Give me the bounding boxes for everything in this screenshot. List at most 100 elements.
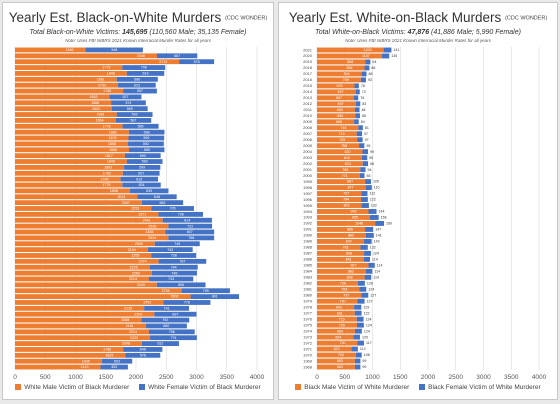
bar-segment-blue (120, 176, 159, 182)
bar-segment-orange (15, 59, 180, 65)
data-label-blue: 741 (164, 306, 170, 310)
data-label-blue: 114 (374, 269, 380, 273)
y-category-label: 1974 (303, 328, 313, 333)
data-label-orange: 669 (336, 305, 342, 309)
bar-segment-orange (317, 149, 363, 155)
bar-segment-blue (375, 221, 385, 226)
data-label-orange: 715 (339, 317, 345, 321)
data-label-orange: 866 (347, 228, 353, 232)
data-label-blue: 736 (178, 213, 184, 217)
data-label-orange: 1825 (105, 353, 113, 357)
data-label-blue: 114 (372, 257, 378, 261)
bar-segment-orange (317, 89, 356, 95)
data-label-orange: 1783 (103, 171, 111, 175)
legend-item: White Male Victim of Black Murderer (15, 384, 129, 391)
y-category-label: 2005 (303, 143, 313, 148)
data-label-orange: 1882 (109, 130, 117, 134)
bar-segment-blue (360, 167, 366, 173)
data-label-orange: 2346 (137, 54, 145, 58)
data-label-orange: 1413 (80, 365, 88, 369)
y-category-label: 2012 (303, 101, 313, 106)
y-category-label: 1979 (303, 298, 313, 303)
data-label-blue: 97 (365, 138, 369, 142)
data-label-blue: 127 (367, 299, 373, 303)
data-label-blue: 756 (169, 330, 175, 334)
bar-segment-orange (15, 311, 155, 317)
x-tick-label: 0 (13, 374, 17, 381)
bar-segment-orange (15, 159, 127, 164)
bar-segment-orange (317, 268, 366, 274)
y-category-label: 2021 (303, 47, 313, 52)
chart-subtitle: Total White-on-Black Victims: 47,876 (41… (315, 29, 521, 36)
bar-segment-blue (359, 286, 367, 292)
bar-segment-orange (15, 241, 155, 247)
bar-segment-blue (123, 347, 163, 352)
data-label-blue: 590 (140, 154, 146, 158)
data-label-orange: 720 (339, 323, 345, 327)
bar-segment-orange (317, 155, 362, 161)
bar-segment-orange (317, 131, 357, 137)
bar-segment-orange (15, 276, 149, 282)
x-tick-label: 3000 (189, 374, 204, 381)
data-label-blue: 85 (367, 174, 371, 178)
x-tick-label: 3500 (220, 374, 235, 381)
data-label-orange: 803 (344, 204, 350, 208)
bar-segment-blue (116, 112, 153, 117)
bar-segment-orange (15, 300, 164, 305)
data-label-orange: 2303 (134, 312, 142, 316)
bar-segment-orange (15, 182, 123, 188)
bar-segment-orange (317, 161, 363, 167)
data-label-blue: 85 (362, 114, 366, 118)
y-category-label: 1997 (303, 191, 313, 196)
data-label-orange: 841 (346, 257, 352, 261)
bar-segment-orange (317, 316, 357, 322)
bar-segment-orange (317, 250, 365, 256)
bar-segment-blue (360, 244, 368, 250)
data-label-orange: 1775 (102, 183, 110, 187)
bar-segment-orange (317, 53, 382, 59)
bar-segment-blue (364, 65, 370, 71)
data-label-orange: 927 (350, 263, 356, 267)
bar-segment-blue (109, 94, 142, 100)
bar-segment-blue (364, 274, 372, 280)
bar-segment-orange (15, 164, 125, 170)
data-label-blue: 124 (366, 317, 372, 321)
data-label-orange: 2371 (138, 213, 146, 217)
bar-segment-blue (361, 71, 367, 77)
bar-segment-orange (15, 106, 112, 112)
data-label-orange: 1435 (82, 359, 90, 363)
data-label-blue: 120 (362, 335, 368, 339)
data-label-blue: 588 (144, 130, 150, 134)
bar-segment-blue (158, 211, 203, 217)
data-label-orange: 1849 (107, 160, 115, 164)
bar-segment-orange (317, 352, 356, 358)
legend-swatch-orange (15, 384, 22, 390)
x-tick-label: 3500 (504, 374, 519, 381)
data-label-orange: 1848 (107, 72, 115, 76)
data-label-blue: 527 (123, 95, 129, 99)
bar-segment-blue (358, 125, 363, 131)
bar-segment-orange (15, 229, 166, 235)
data-label-blue: 147 (375, 228, 381, 232)
chart-legend: White Male Victim of Black Murderer Whit… (3, 384, 273, 391)
data-label-orange: 2713 (159, 60, 167, 64)
bar-segment-orange (15, 135, 129, 141)
bar-segment-orange (15, 317, 142, 323)
bar-segment-blue (149, 264, 198, 270)
y-category-label: 1969 (303, 358, 313, 363)
y-category-label: 1987 (303, 251, 313, 256)
bar-segment-blue (141, 341, 179, 346)
data-label-orange: 2098 (122, 342, 130, 346)
bar-segment-blue (359, 173, 365, 179)
bar-segment-orange (317, 185, 366, 191)
y-category-label: 1970 (303, 352, 313, 357)
y-category-label: 1998 (303, 185, 313, 190)
bar-segment-blue (356, 131, 363, 137)
data-label-orange: 2374 (139, 260, 147, 264)
bar-segment-orange (15, 305, 145, 311)
bar-segment-blue (361, 197, 368, 202)
data-label-orange: 683 (337, 365, 343, 369)
bar-segment-blue (151, 253, 197, 258)
bar-segment-blue (361, 191, 368, 196)
data-label-orange: 730 (340, 299, 346, 303)
